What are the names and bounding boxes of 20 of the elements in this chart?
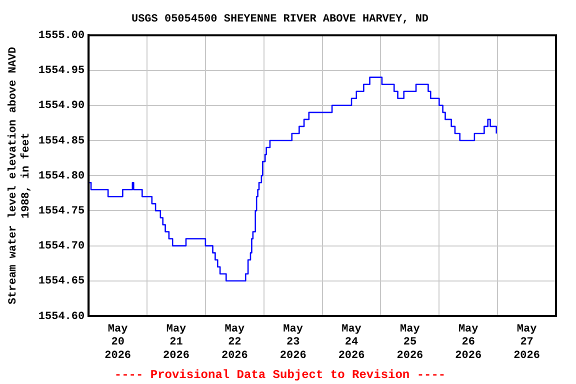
text: ---- Provisional Data Subject to Revision ---- bbox=[114, 368, 446, 382]
chart-title: USGS 05054500 SHEYENNE RIVER ABOVE HARVEY, ND bbox=[131, 13, 429, 26]
x-tick-label: May 27 2026 bbox=[514, 323, 540, 362]
y-tick-label: 1554.65 bbox=[38, 276, 85, 288]
x-tick-label: May 22 2026 bbox=[221, 323, 248, 362]
y-tick-label: 1554.95 bbox=[38, 65, 85, 78]
y-tick-label: 1554.90 bbox=[38, 100, 85, 112]
y-tick-label: 1554.60 bbox=[38, 310, 85, 323]
y-tick-label: 1554.70 bbox=[38, 240, 85, 253]
y-tick-label: 1554.85 bbox=[38, 135, 85, 148]
y-tick-label: 1554.75 bbox=[38, 205, 85, 218]
x-tick-label: May 26 2026 bbox=[455, 323, 482, 362]
y-tick-label: 1554.80 bbox=[38, 170, 85, 182]
x-tick-label: May 23 2026 bbox=[280, 323, 306, 362]
y-axis-title: Stream water level elevation above NAVD 1988, in feet bbox=[7, 46, 33, 304]
x-tick-label: May 25 2026 bbox=[396, 323, 424, 362]
x-tick-label: May 20 2026 bbox=[104, 323, 132, 362]
x-tick-label: May 21 2026 bbox=[163, 323, 190, 362]
x-tick-label: May 24 2026 bbox=[338, 323, 365, 362]
y-tick-label: 1555.00 bbox=[38, 30, 85, 42]
